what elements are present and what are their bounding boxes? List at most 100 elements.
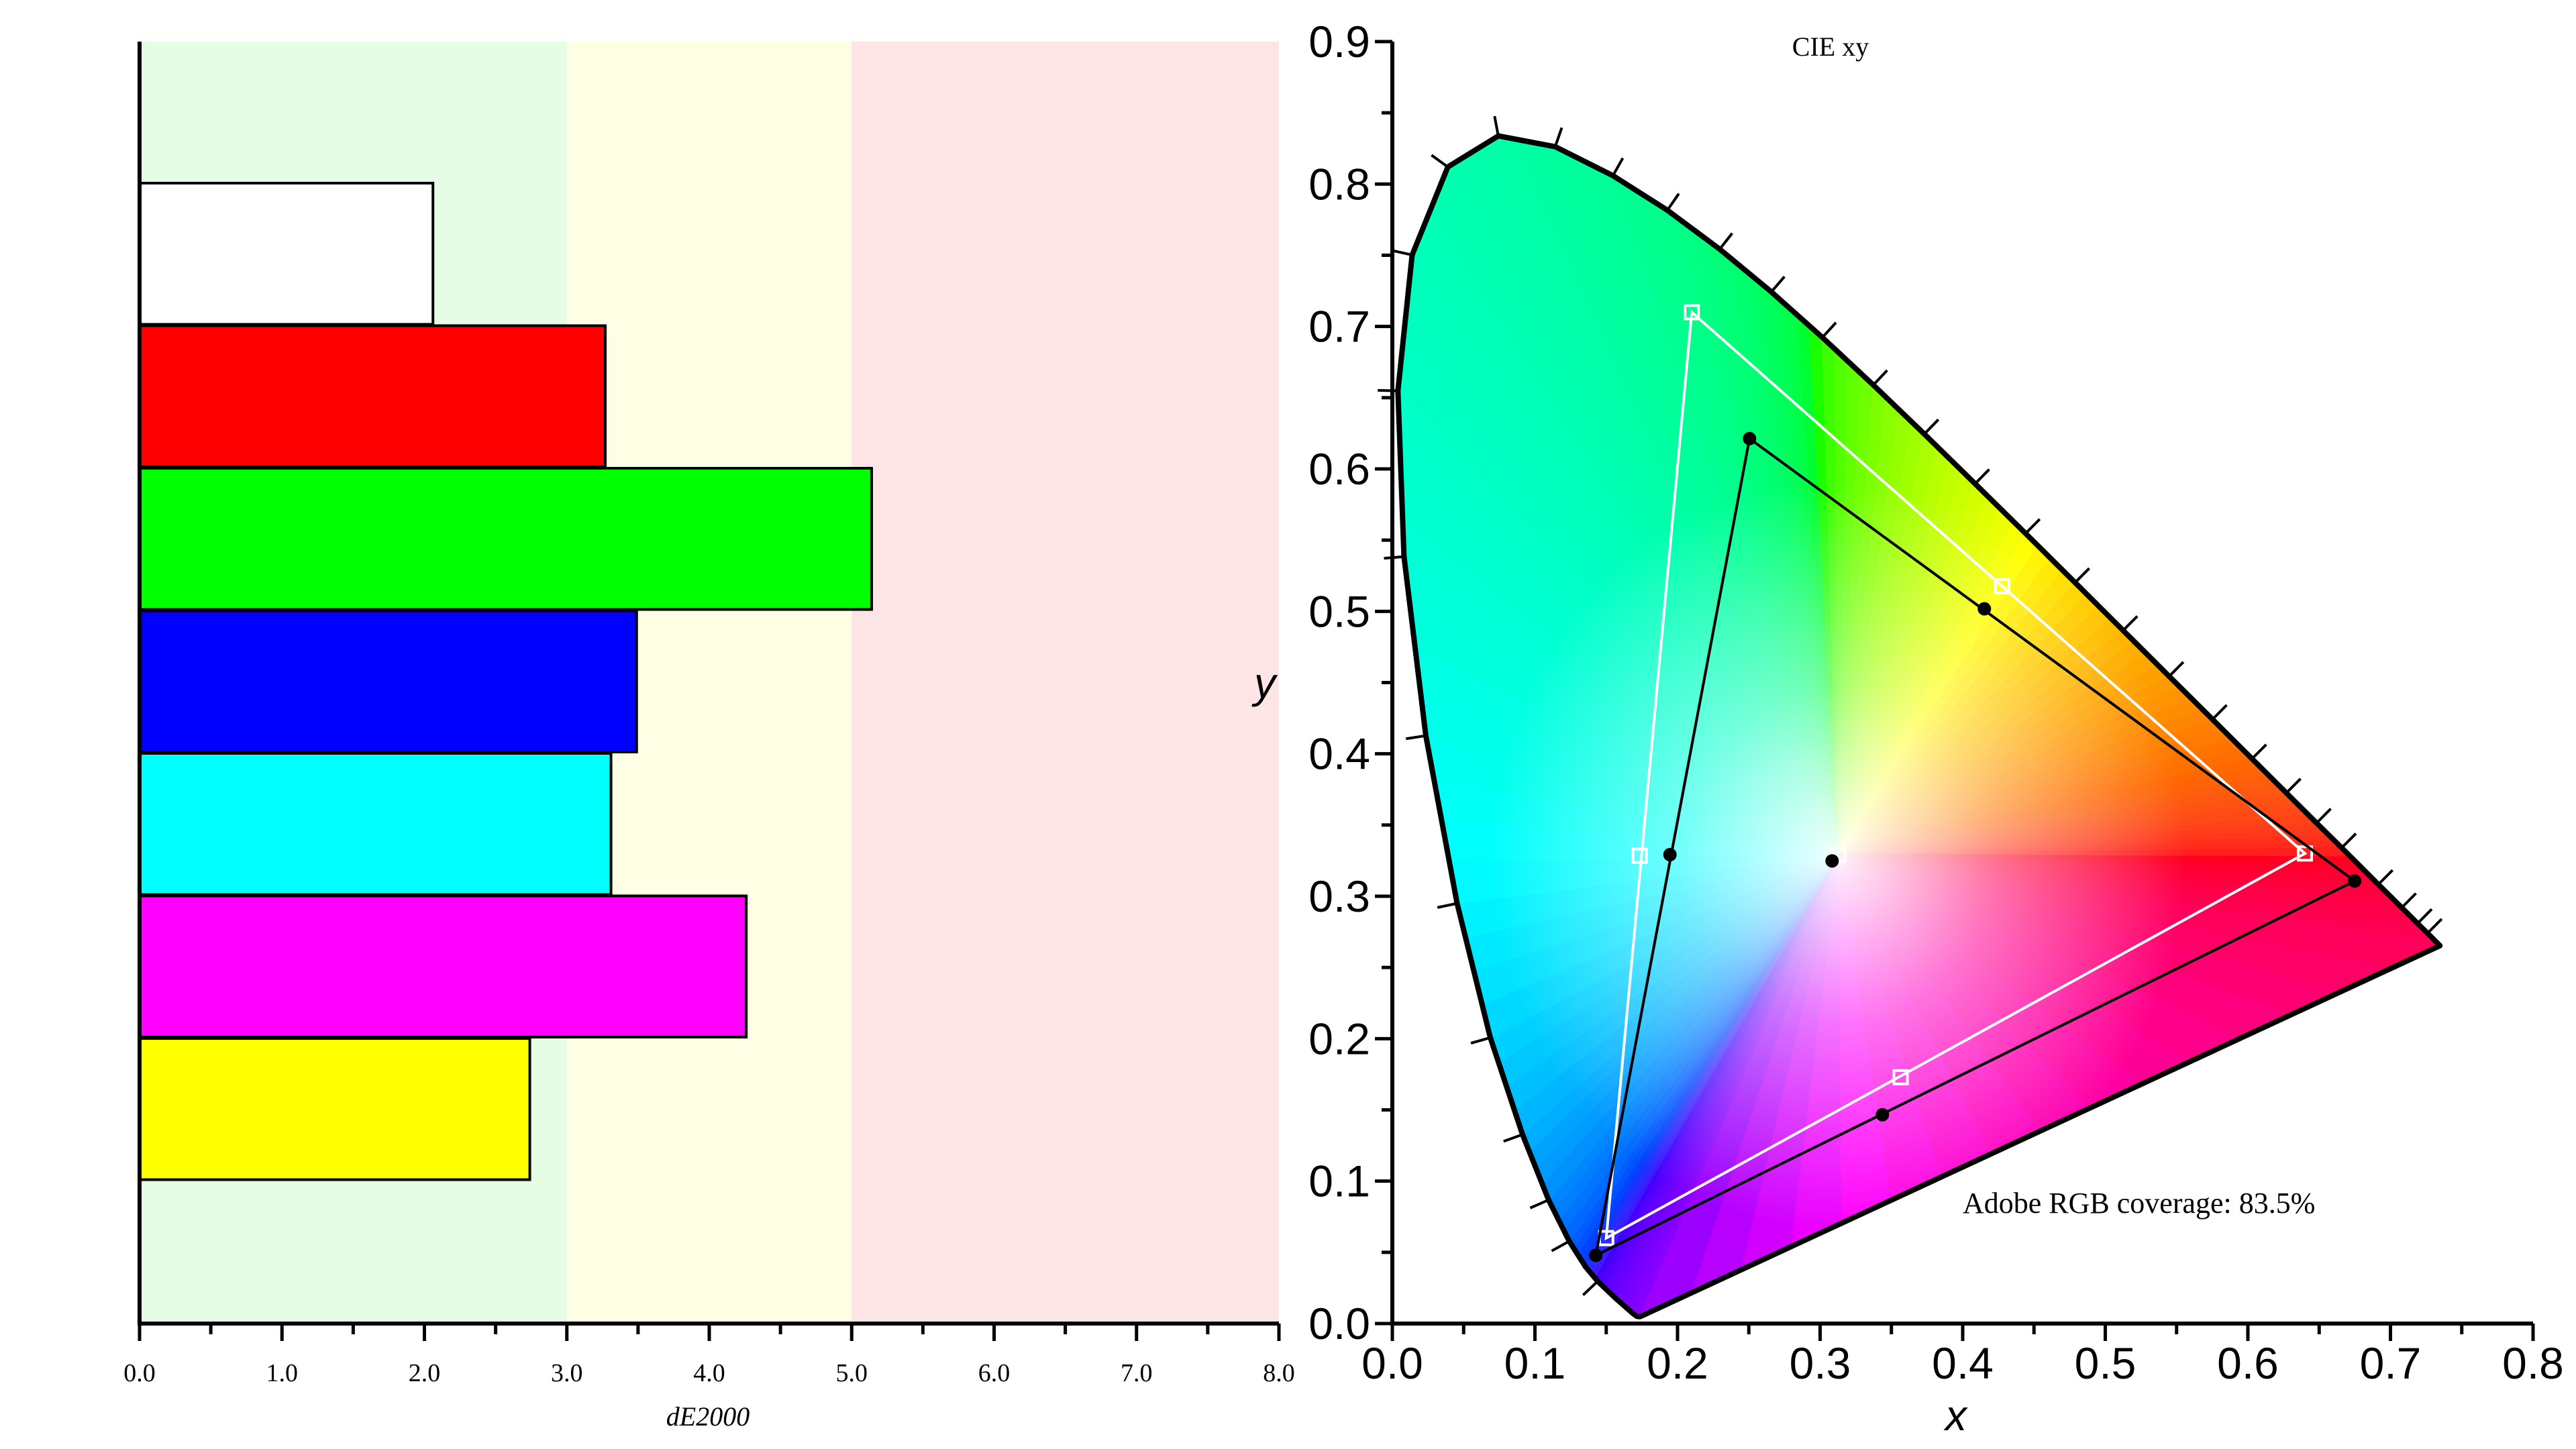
cie-y-tick-label: 0.3: [1308, 871, 1370, 921]
wavelength-tick: [1431, 154, 1449, 168]
cie-y-axis-label: y: [1251, 659, 1278, 707]
wavelength-tick: [2251, 743, 2267, 760]
wavelength-tick: [1718, 232, 1734, 250]
wavelength-tick: [2377, 869, 2394, 885]
bar-x-tick-label: 3.0: [551, 1359, 583, 1387]
bar-5: [138, 894, 748, 1038]
wavelength-ticks: [1378, 115, 2443, 1297]
reference-gamut: [1598, 304, 2313, 1246]
wavelength-tick: [2416, 908, 2433, 924]
wavelength-tick: [2024, 518, 2041, 535]
wavelength-tick: [1553, 127, 1563, 148]
bar-x-tick-label: 8.0: [1263, 1359, 1295, 1387]
bar-x-tick-label: 2.0: [409, 1359, 441, 1387]
cie-x-tick-label: 0.2: [1647, 1338, 1708, 1388]
bar-x-tick-label: 4.0: [693, 1359, 725, 1387]
wavelength-tick: [2285, 777, 2302, 794]
wavelength-tick: [2340, 833, 2357, 849]
wavelength-tick: [2400, 892, 2417, 909]
measured-gamut-point-magenta: [1875, 1108, 1890, 1122]
wavelength-tick: [2426, 918, 2443, 934]
wavelength-tick: [1503, 1133, 1523, 1143]
wavelength-tick: [1551, 1240, 1570, 1252]
measured-gamut-point-red: [2348, 874, 2362, 888]
reference-gamut-point-magenta: [1892, 1069, 1909, 1085]
white-point-glow: [1489, 479, 2187, 1231]
reference-gamut-point-green: [1684, 304, 1700, 321]
wavelength-tick: [1666, 193, 1680, 211]
wavelength-tick: [1872, 369, 1888, 386]
measured-gamut-point-white: [1825, 854, 1839, 868]
bar-1: [138, 324, 607, 468]
bar-3: [138, 609, 638, 753]
bar-x-tick-labels: 0.0 1.0 2.0 3.0 4.0 5.0 6.0 7.0 8.0: [123, 1359, 1295, 1387]
cie-y-tick-labels: 0.0 0.1 0.2 0.3 0.4 0.5 0.6 0.7 0.8 0.9: [1308, 17, 1370, 1348]
wavelength-tick: [2122, 615, 2139, 632]
wavelength-tick: [1529, 1198, 1549, 1210]
measured-gamut-triangle: [1594, 436, 2358, 1258]
cie-x-tick-label: 0.1: [1504, 1338, 1566, 1388]
wavelength-tick: [1611, 157, 1625, 176]
bar-x-tick-label: 1.0: [266, 1359, 299, 1387]
cie-y-tick-label: 0.0: [1308, 1299, 1370, 1348]
reference-gamut-triangle: [1604, 309, 2308, 1241]
cie-x-tick-labels: 0.0 0.1 0.2 0.3 0.4 0.5 0.6 0.7 0.8: [1361, 1338, 2564, 1388]
measured-gamut-point-cyan: [1663, 847, 1677, 861]
cie-ticks: [1375, 40, 2535, 1341]
cie-x-tick-label: 0.7: [2360, 1338, 2422, 1388]
wavelength-tick: [2074, 567, 2091, 584]
de2000-bar-chart: 0.0 1.0 2.0 3.0 4.0 5.0 6.0 7.0 8.0 dE2000: [123, 42, 1295, 1432]
wavelength-tick: [1821, 321, 1837, 339]
wavelength-tick: [1378, 388, 1398, 392]
bar-x-tick-label: 6.0: [978, 1359, 1011, 1387]
bar-x-ticks: [138, 1324, 1281, 1341]
bar-x-tick-label: 7.0: [1121, 1359, 1153, 1387]
cie-y-tick-label: 0.7: [1308, 302, 1370, 352]
bar-6: [138, 1037, 531, 1181]
bar-series: [138, 182, 873, 1181]
wavelength-tick: [1923, 419, 1940, 435]
cie-chart-title: CIE xy: [1792, 32, 1869, 62]
bar-x-tick-label: 5.0: [836, 1359, 868, 1387]
cie-x-tick-label: 0.4: [1932, 1338, 1994, 1388]
cie-y-tick-label: 0.6: [1308, 444, 1370, 494]
cie-xy-chart: 0.0 0.1 0.2 0.3 0.4 0.5 0.6 0.7 0.8 0.0 0.1 0.2 0.3…: [1251, 17, 2564, 1440]
cie-y-tick-label: 0.1: [1308, 1157, 1370, 1206]
wavelength-tick: [1493, 115, 1500, 136]
bar-4: [138, 752, 613, 896]
wavelength-tick: [1392, 249, 1412, 257]
cie-y-tick-label: 0.9: [1308, 17, 1370, 66]
wavelength-tick: [1974, 468, 1990, 485]
reference-gamut-point-cyan: [1631, 847, 1648, 864]
measured-gamut-point-yellow: [1977, 602, 1992, 616]
cie-x-tick-label: 0.6: [2217, 1338, 2279, 1388]
measured-gamut-point-blue: [1589, 1248, 1603, 1263]
bar-x-tick-label: 0.0: [123, 1359, 156, 1387]
wavelength-tick: [1470, 1036, 1491, 1044]
measured-gamut-point-green: [1743, 431, 1757, 445]
wavelength-tick: [1437, 902, 1457, 909]
cie-y-tick-label: 0.4: [1308, 729, 1370, 779]
cie-x-tick-label: 0.8: [2502, 1338, 2564, 1388]
wavelength-tick: [1582, 1280, 1599, 1297]
wavelength-tick: [2211, 704, 2228, 720]
reference-gamut-point-red: [2297, 845, 2313, 862]
cie-x-axis-label: x: [1943, 1391, 1968, 1440]
spectral-locus-outline: [1395, 133, 2443, 1320]
cie-x-tick-label: 0.3: [1790, 1338, 1851, 1388]
wavelength-tick: [2168, 661, 2185, 678]
reference-gamut-point-yellow: [1994, 578, 2011, 594]
bar-0: [138, 182, 435, 326]
wavelength-tick: [2316, 808, 2332, 824]
cie-y-tick-label: 0.2: [1308, 1014, 1370, 1063]
wavelength-tick: [1405, 734, 1427, 741]
cie-y-tick-label: 0.5: [1308, 586, 1370, 636]
cie-x-tick-label: 0.5: [2075, 1338, 2136, 1388]
bar-x-axis-label: dE2000: [666, 1401, 750, 1432]
tolerance-zone-2: [852, 42, 1279, 1324]
measured-gamut: [1589, 431, 2362, 1263]
bar-2: [138, 467, 873, 611]
spectral-locus-fill: [1398, 136, 2440, 1317]
cie-y-tick-label: 0.8: [1308, 159, 1370, 209]
